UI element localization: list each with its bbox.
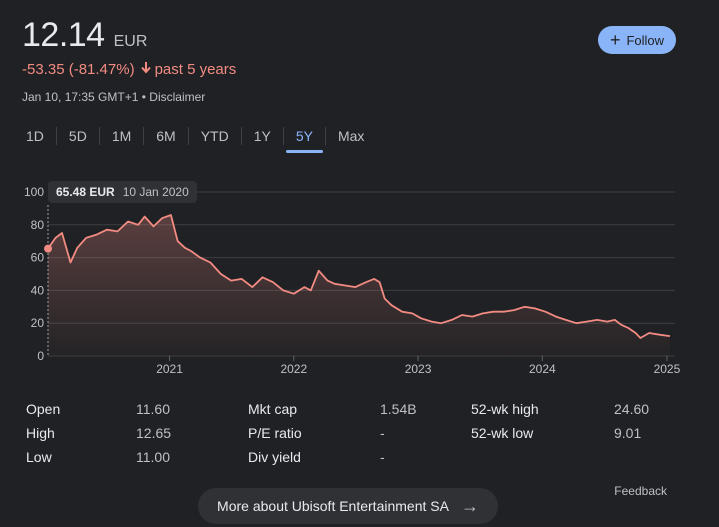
chart-tooltip: 65.48 EUR 10 Jan 2020 bbox=[48, 181, 197, 203]
stat-value: - bbox=[380, 425, 385, 441]
tab-separator bbox=[143, 127, 145, 145]
stat-open: Open 11.60 bbox=[26, 401, 170, 417]
tab-1m[interactable]: 1M bbox=[111, 128, 132, 144]
y-tick-label: 80 bbox=[31, 218, 45, 232]
stat-label: Mkt cap bbox=[248, 401, 298, 417]
tooltip-value: 65.48 EUR bbox=[56, 185, 115, 199]
feedback-link[interactable]: Feedback bbox=[614, 484, 667, 498]
x-tick-label: 2021 bbox=[156, 362, 183, 376]
timestamp-row: Jan 10, 17:35 GMT+1 • Disclaimer bbox=[22, 90, 205, 104]
change-row: -53.35 (-81.47%) past 5 years bbox=[22, 61, 236, 78]
stat-value: 11.00 bbox=[136, 449, 170, 465]
tab-6m[interactable]: 6M bbox=[156, 128, 176, 144]
stat-div-yield: Div yield - bbox=[248, 449, 385, 465]
tab-separator bbox=[240, 127, 242, 145]
tab-separator bbox=[187, 127, 189, 145]
stat-label: 52-wk high bbox=[471, 401, 539, 417]
plus-icon: + bbox=[609, 30, 621, 50]
tab-separator bbox=[98, 127, 100, 145]
range-tabs: 1D 5D 1M 6M YTD 1Y 5Y Max bbox=[14, 120, 376, 153]
tooltip-date: 10 Jan 2020 bbox=[122, 185, 189, 199]
x-tick-label: 2024 bbox=[529, 362, 556, 376]
follow-label: Follow bbox=[626, 32, 665, 48]
stat-label: High bbox=[26, 425, 55, 441]
stat-52-wk-low: 52-wk low 9.01 bbox=[471, 425, 641, 441]
tab-separator bbox=[324, 127, 326, 145]
stat-mkt-cap: Mkt cap 1.54B bbox=[248, 401, 417, 417]
x-tick-label: 2023 bbox=[405, 362, 432, 376]
current-price: 12.14 bbox=[22, 16, 105, 54]
stat-label: Div yield bbox=[248, 449, 301, 465]
more-about-button[interactable]: More about Ubisoft Entertainment SA → bbox=[198, 488, 498, 524]
stat-52-wk-high: 52-wk high 24.60 bbox=[471, 401, 649, 417]
y-tick-label: 20 bbox=[31, 316, 45, 330]
stat-label: P/E ratio bbox=[248, 425, 302, 441]
tab-5y[interactable]: 5Y bbox=[284, 121, 325, 153]
tab-max[interactable]: Max bbox=[337, 128, 365, 144]
price-change: -53.35 (-81.47%) bbox=[22, 61, 135, 78]
y-tick-label: 60 bbox=[31, 251, 45, 265]
stat-p-e-ratio: P/E ratio - bbox=[248, 425, 385, 441]
more-about-label: More about Ubisoft Entertainment SA bbox=[217, 498, 449, 514]
stat-label: 52-wk low bbox=[471, 425, 534, 441]
stats-table: Open 11.60 High 12.65 Low 11.00 Mkt cap 1.54B P/… bbox=[26, 401, 706, 473]
y-tick-label: 100 bbox=[24, 185, 44, 199]
tab-separator bbox=[282, 127, 284, 145]
stat-value: - bbox=[380, 449, 385, 465]
stat-label: Low bbox=[26, 449, 52, 465]
stat-value: 12.65 bbox=[136, 425, 172, 441]
bullet-separator: • bbox=[141, 90, 150, 104]
stat-value: 9.01 bbox=[614, 425, 642, 441]
tab-1d[interactable]: 1D bbox=[26, 128, 44, 144]
change-period: past 5 years bbox=[154, 61, 237, 78]
stat-value: 1.54B bbox=[380, 401, 417, 417]
stat-value: 11.60 bbox=[136, 401, 170, 417]
price-chart[interactable]: 0 20 40 60 80 100 2021 2022 2023 2024 2025 bbox=[0, 175, 719, 385]
tab-5d[interactable]: 5D bbox=[68, 128, 87, 144]
stat-label: Open bbox=[26, 401, 61, 417]
arrow-right-icon: → bbox=[460, 495, 479, 516]
currency: EUR bbox=[113, 33, 148, 50]
stat-high: High 12.65 bbox=[26, 425, 171, 441]
stat-low: Low 11.00 bbox=[26, 449, 170, 465]
price-row: 12.14 EUR bbox=[22, 16, 147, 55]
timestamp: Jan 10, 17:35 GMT+1 bbox=[22, 90, 139, 104]
tab-ytd[interactable]: YTD bbox=[200, 128, 229, 144]
stat-value: 24.60 bbox=[614, 401, 650, 417]
x-tick-label: 2022 bbox=[280, 362, 307, 376]
y-tick-label: 0 bbox=[37, 349, 44, 363]
follow-button[interactable]: + Follow bbox=[598, 26, 676, 54]
tab-1y[interactable]: 1Y bbox=[253, 128, 271, 144]
y-tick-label: 40 bbox=[31, 283, 45, 297]
series-line bbox=[47, 214, 671, 339]
arrow-down-icon bbox=[140, 61, 152, 78]
tab-separator bbox=[55, 127, 57, 145]
disclaimer-link[interactable]: Disclaimer bbox=[149, 90, 206, 104]
x-tick-label: 2025 bbox=[654, 362, 681, 376]
hover-point bbox=[44, 244, 52, 253]
